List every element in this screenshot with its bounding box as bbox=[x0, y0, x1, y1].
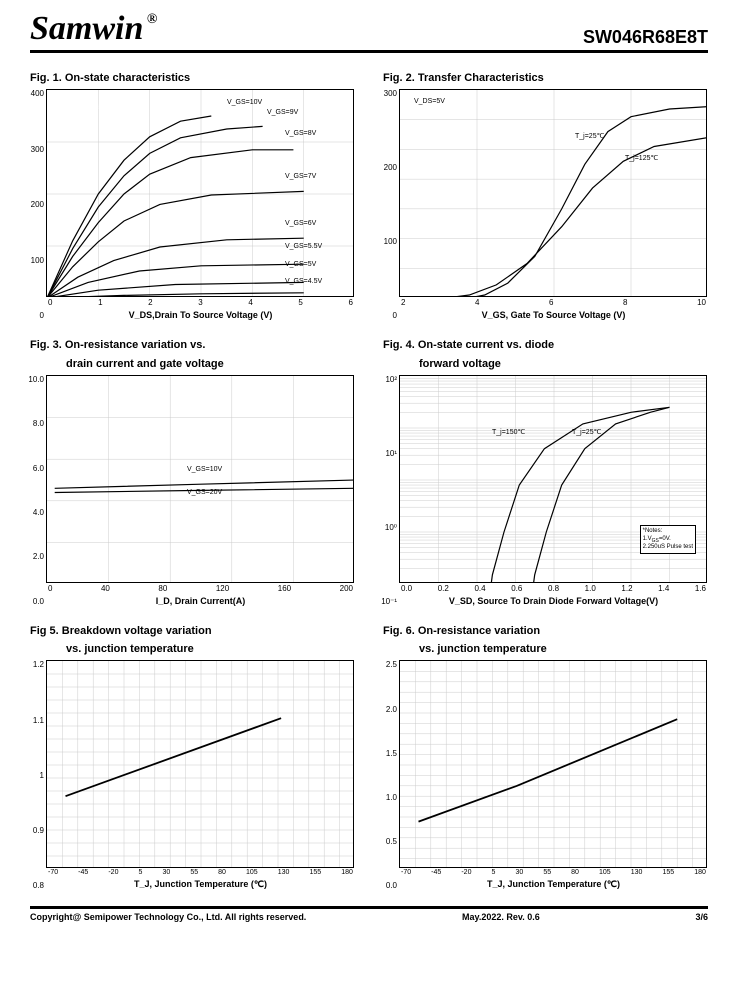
fig5-yticks: 1.21.110.90.8 bbox=[28, 660, 44, 890]
fig2-title: Fig. 2. Transfer Characteristics bbox=[383, 71, 708, 85]
figure-3: Fig. 3. On-resistance variation vs. drai… bbox=[30, 338, 355, 606]
page-number: 3/6 bbox=[695, 912, 708, 922]
figure-6: Fig. 6. On-resistance variation vs. junc… bbox=[383, 624, 708, 891]
svg-text:T_j=25℃: T_j=25℃ bbox=[575, 133, 605, 140]
fig5-subtitle: vs. junction temperature bbox=[30, 642, 355, 656]
figure-1: Fig. 1. On-state characteristics I_D,Dra… bbox=[30, 71, 355, 320]
fig4-xlabel: V_SD, Source To Drain Diode Forward Volt… bbox=[399, 596, 708, 606]
svg-text:V_GS=20V: V_GS=20V bbox=[187, 489, 223, 496]
brand-logo: Samwin® bbox=[30, 10, 143, 48]
fig2-chart: T_j=25℃ T_j=125℃ V_DS=5V bbox=[399, 89, 707, 297]
svg-text:T_j=25℃: T_j=25℃ bbox=[572, 429, 602, 436]
revision: May.2022. Rev. 0.6 bbox=[462, 912, 540, 922]
fig4-yticks: 10²10¹10⁰10⁻¹ bbox=[381, 375, 397, 606]
figure-2: Fig. 2. Transfer Characteristics I_D, Dr… bbox=[383, 71, 708, 320]
fig4-subtitle: forward voltage bbox=[383, 357, 708, 371]
fig6-title: Fig. 6. On-resistance variation bbox=[383, 624, 708, 638]
fig6-xlabel: T_J, Junction Temperature (℃) bbox=[399, 879, 708, 890]
fig4-title: Fig. 4. On-state current vs. diode bbox=[383, 338, 708, 352]
fig6-xticks: -70-45-205305580105130155180 bbox=[399, 869, 708, 876]
charts-grid: Fig. 1. On-state characteristics I_D,Dra… bbox=[30, 71, 708, 890]
fig3-subtitle: drain current and gate voltage bbox=[30, 357, 355, 371]
fig3-yticks: 10.08.06.04.02.00.0 bbox=[28, 375, 44, 606]
fig1-xlabel: V_DS,Drain To Source Voltage (V) bbox=[46, 310, 355, 320]
fig6-yticks: 2.52.01.51.00.50.0 bbox=[381, 660, 397, 890]
fig2-vds-note: V_DS=5V bbox=[414, 98, 445, 105]
fig6-chart bbox=[399, 660, 707, 868]
fig6-subtitle: vs. junction temperature bbox=[383, 642, 708, 656]
svg-text:T_j=125℃: T_j=125℃ bbox=[625, 155, 658, 162]
svg-text:V_GS=10V: V_GS=10V bbox=[227, 99, 263, 106]
fig5-chart bbox=[46, 660, 354, 868]
fig4-notes: *Notes:1.VGS=0V.2.250uS Pulse test bbox=[640, 525, 696, 554]
fig1-chart: V_GS=10V V_GS=9V V_GS=8V V_GS=7V V_GS=6V V_GS… bbox=[46, 89, 354, 297]
fig4-chart: T_j=150℃ T_j=25℃ *Notes:1.VGS=0V.2.250uS … bbox=[399, 375, 707, 583]
svg-text:V_GS=9V: V_GS=9V bbox=[267, 109, 299, 116]
copyright: Copyright@ Semipower Technology Co., Ltd… bbox=[30, 912, 306, 922]
fig1-title: Fig. 1. On-state characteristics bbox=[30, 71, 355, 85]
fig3-title: Fig. 3. On-resistance variation vs. bbox=[30, 338, 355, 352]
svg-text:V_GS=5.5V: V_GS=5.5V bbox=[285, 243, 322, 250]
fig1-notes: Notes:1. 250μs Pulse Test2. TJ=25℃ bbox=[65, 98, 117, 121]
svg-text:T_j=150℃: T_j=150℃ bbox=[492, 429, 525, 436]
fig1-yticks: 4003002001000 bbox=[28, 89, 44, 320]
part-number: SW046R68E8T bbox=[583, 27, 708, 48]
svg-text:V_GS=5V: V_GS=5V bbox=[285, 261, 317, 268]
fig5-xticks: -70-45-205305580105130155180 bbox=[46, 869, 355, 876]
figure-4: Fig. 4. On-state current vs. diode forwa… bbox=[383, 338, 708, 606]
fig1-xticks: 0123456 bbox=[46, 298, 355, 307]
fig3-chart: V_GS=10V V_GS=20V bbox=[46, 375, 354, 583]
svg-text:V_GS=7V: V_GS=7V bbox=[285, 173, 317, 180]
figure-5: Fig 5. Breakdown voltage variation vs. j… bbox=[30, 624, 355, 891]
fig2-yticks: 3002001000 bbox=[381, 89, 397, 320]
fig4-xticks: 0.00.20.40.60.81.01.21.41.6 bbox=[399, 584, 708, 593]
fig2-xlabel: V_GS, Gate To Source Voltage (V) bbox=[399, 310, 708, 320]
header: Samwin® SW046R68E8T bbox=[30, 10, 708, 53]
svg-text:V_GS=10V: V_GS=10V bbox=[187, 466, 223, 473]
svg-text:V_GS=4.5V: V_GS=4.5V bbox=[285, 278, 322, 285]
fig3-xlabel: I_D, Drain Current(A) bbox=[46, 596, 355, 606]
fig2-xticks: 246810 bbox=[399, 298, 708, 307]
svg-text:V_GS=6V: V_GS=6V bbox=[285, 220, 317, 227]
fig5-xlabel: T_J, Junction Temperature (℃) bbox=[46, 879, 355, 890]
svg-text:V_GS=8V: V_GS=8V bbox=[285, 130, 317, 137]
footer: Copyright@ Semipower Technology Co., Ltd… bbox=[30, 906, 708, 922]
fig5-title: Fig 5. Breakdown voltage variation bbox=[30, 624, 355, 638]
fig3-xticks: 04080120160200 bbox=[46, 584, 355, 593]
